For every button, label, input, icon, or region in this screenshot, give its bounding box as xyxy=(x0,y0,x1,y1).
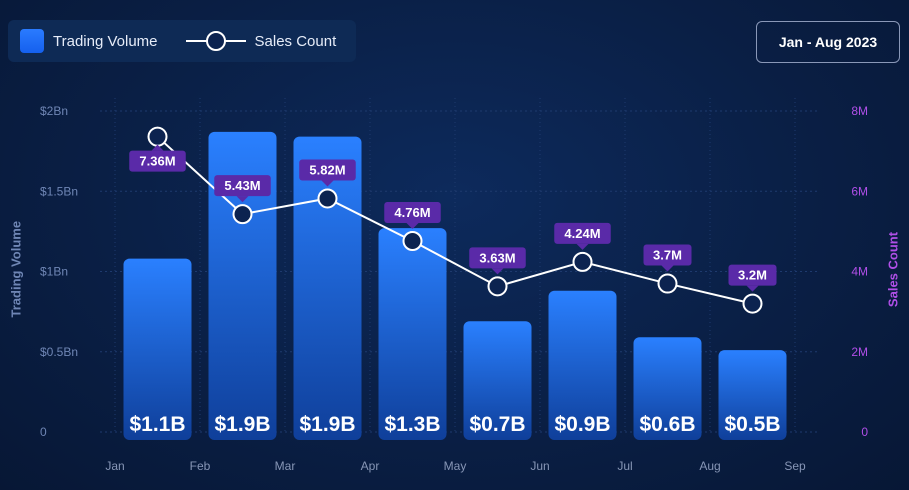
bar-value-label: $1.1B xyxy=(129,413,185,436)
legend-sales-count-label: Sales Count xyxy=(254,32,337,50)
x-tick-label: Jan xyxy=(105,459,124,473)
sales-callout: 3.7M xyxy=(643,244,692,272)
y-tick-label: $1Bn xyxy=(40,265,68,279)
callout-pointer xyxy=(151,144,164,151)
sales-point xyxy=(572,251,593,272)
bar xyxy=(633,337,702,440)
sales-value-label: 3.63M xyxy=(479,250,515,265)
sales-value-label: 5.43M xyxy=(224,178,260,193)
callout-pointer xyxy=(236,196,249,203)
sales-point xyxy=(742,293,763,314)
bar-value-label: $0.5B xyxy=(724,413,780,436)
x-tick-label: Sep xyxy=(784,459,806,473)
x-tick-label: Mar xyxy=(275,459,296,473)
sales-value-label: 7.36M xyxy=(139,154,175,169)
sales-value-label: 3.2M xyxy=(738,268,767,283)
sales-callout: 5.82M xyxy=(299,159,356,187)
sales-value-label: 5.82M xyxy=(309,162,345,177)
sales-point xyxy=(317,188,338,209)
bar-value-label: $0.9B xyxy=(554,413,610,436)
y2-tick-label: 6M xyxy=(851,184,868,198)
bar xyxy=(378,228,447,440)
x-tick-label: Jun xyxy=(530,459,549,473)
bar-value-label: $1.3B xyxy=(384,413,440,436)
sales-point xyxy=(657,273,678,294)
y-tick-label: $2Bn xyxy=(40,104,68,118)
callout-pointer xyxy=(746,285,759,292)
sales-line-path xyxy=(156,135,753,305)
y-tick-label: $0.5Bn xyxy=(40,345,78,359)
bar-value-label: $1.9B xyxy=(214,413,270,436)
y2-axis-ticks: 0 2M 4M 6M 8M xyxy=(851,104,868,439)
legend: Trading Volume Sales Count xyxy=(8,20,356,62)
sales-count-line-marker-icon xyxy=(185,29,246,53)
sales-value-label: 4.24M xyxy=(564,226,600,241)
callout-box xyxy=(554,222,611,244)
y2-tick-label: 4M xyxy=(851,265,868,279)
y2-tick-label: 0 xyxy=(861,425,868,439)
callout-box xyxy=(299,159,356,181)
bar-labels: $1.1B $1.9B $1.9B $1.3B $0.7B $0.9B $0.6B $0.5B xyxy=(129,413,780,436)
y-tick-label: $1.5Bn xyxy=(40,184,78,198)
callout-pointer xyxy=(321,180,334,187)
bar-value-label: $0.7B xyxy=(469,413,525,436)
callout-box xyxy=(129,150,186,172)
date-range-selector[interactable]: Jan - Aug 2023 xyxy=(756,21,900,63)
x-tick-label: May xyxy=(444,459,467,473)
sales-point xyxy=(487,276,508,297)
bars xyxy=(123,131,787,441)
y-tick-label: 0 xyxy=(40,425,47,439)
callout-box xyxy=(384,202,441,224)
callout-pointer xyxy=(406,223,419,230)
callout-box xyxy=(643,244,692,266)
bar-value-label: $1.9B xyxy=(299,413,355,436)
sales-callout: 7.36M xyxy=(129,144,186,172)
y-axis-ticks: 0 $0.5Bn $1Bn $1.5Bn $2Bn xyxy=(40,104,78,439)
x-axis-ticks: Jan Feb Mar Apr May Jun Jul Aug Sep xyxy=(105,459,806,473)
sales-callouts: 7.36M 5.43M 5.82M 4.76M 3.63M 4.24M 3.7M 3.2M xyxy=(129,144,777,292)
bar xyxy=(293,136,362,440)
sales-callout: 4.76M xyxy=(384,202,441,230)
sales-value-label: 3.7M xyxy=(653,248,682,263)
sales-value-label: 4.76M xyxy=(394,205,430,220)
x-tick-label: Feb xyxy=(190,459,211,473)
bar xyxy=(208,131,277,441)
sales-callout: 4.24M xyxy=(554,222,611,250)
callout-box xyxy=(214,175,271,197)
bar-value-label: $0.6B xyxy=(639,413,695,436)
sales-callout: 5.43M xyxy=(214,175,271,203)
trading-volume-swatch xyxy=(20,29,44,53)
callout-pointer xyxy=(491,268,504,275)
callout-box xyxy=(728,264,777,286)
y2-tick-label: 2M xyxy=(851,345,868,359)
gridlines xyxy=(100,98,820,433)
legend-trading-volume-label: Trading Volume xyxy=(53,32,158,50)
x-tick-label: Aug xyxy=(699,459,720,473)
sales-point xyxy=(147,126,168,147)
callout-box xyxy=(469,247,526,269)
bar xyxy=(718,350,787,440)
sales-line xyxy=(156,135,753,305)
x-tick-label: Apr xyxy=(361,459,380,473)
sales-callout: 3.63M xyxy=(469,247,526,275)
callout-pointer xyxy=(576,243,589,250)
y2-tick-label: 8M xyxy=(851,104,868,118)
sales-point xyxy=(402,231,423,252)
sales-point xyxy=(232,204,253,225)
x-tick-label: Jul xyxy=(617,459,632,473)
bar xyxy=(463,321,532,440)
bar xyxy=(123,258,192,440)
sales-callout: 3.2M xyxy=(728,264,777,292)
callout-pointer xyxy=(661,265,674,272)
bar xyxy=(548,290,617,440)
sales-points xyxy=(147,126,763,314)
